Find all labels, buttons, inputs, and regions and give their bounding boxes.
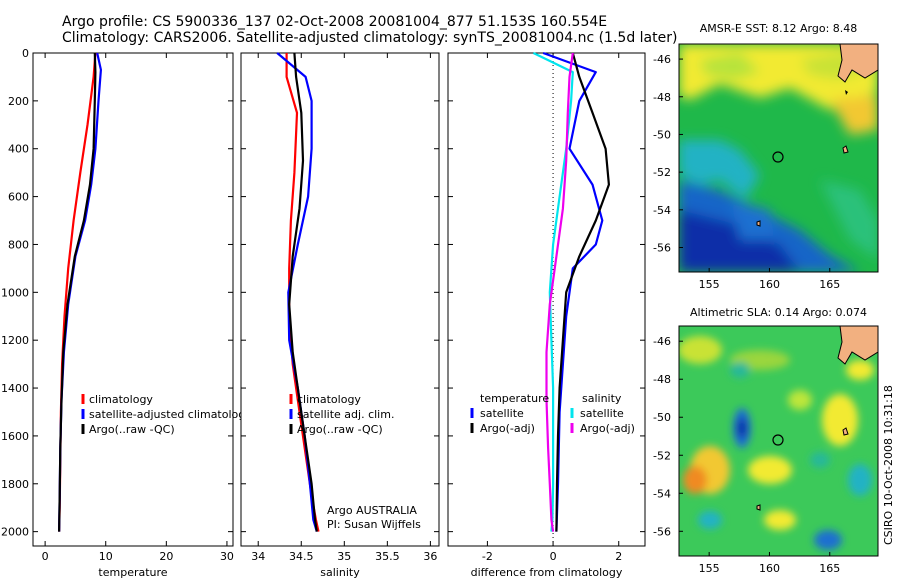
xtick-label: 35 [337, 550, 351, 563]
annotation-text: PI: Susan Wijffels [327, 518, 421, 531]
panel-difference: -2 0 2 difference from climatology temperatu… [447, 51, 646, 579]
map-frame [678, 325, 879, 557]
ytick-label: 400 [8, 143, 29, 156]
xtick-label: 0 [550, 550, 557, 563]
legend-entry: Argo(..raw -QC) [297, 423, 383, 436]
series-cyan [532, 52, 574, 532]
series-black [288, 52, 318, 532]
series-magenta [545, 52, 574, 532]
legend-entry: satellite [580, 407, 624, 420]
xaxis-label-temperature: temperature [98, 566, 167, 579]
ytick-label: 800 [8, 238, 29, 251]
series-blue [276, 52, 318, 532]
map-frame [678, 43, 879, 273]
sla-argo-marker [772, 434, 784, 446]
legend-entry: satellite adj. clim. [297, 408, 394, 421]
legend-entry: climatology [89, 393, 153, 406]
map-title: Altimetric SLA: 0.14 Argo: 0.074 [690, 306, 867, 319]
sst-argo-marker [772, 151, 784, 163]
xtick-label: 20 [159, 550, 173, 563]
map-ytick-label: -46 [653, 335, 671, 348]
xaxis-label-salinity: salinity [320, 566, 360, 579]
map-ytick-label: -50 [653, 411, 671, 424]
ytick-label: 200 [8, 95, 29, 108]
plot-frame-temperature [32, 52, 234, 547]
map-xtick-label: 160 [759, 562, 780, 575]
map-title: AMSR-E SST: 8.12 Argo: 8.48 [700, 22, 858, 35]
xtick-label: -2 [482, 550, 493, 563]
plot-frame-difference [447, 52, 646, 547]
ytick-label: 2000 [1, 526, 29, 539]
xtick-label: 34 [251, 550, 265, 563]
xtick-label: 30 [220, 550, 234, 563]
legend-header: salinity [582, 392, 622, 405]
xtick-label: 0 [42, 550, 49, 563]
map-ytick-label: -56 [653, 525, 671, 538]
header-line-2: Climatology: CARS2006. Satellite-adjuste… [62, 30, 678, 46]
panel-salinity: 34 34.5 35 35.5 36 salinity climatology satelli… [240, 52, 440, 579]
xtick-label: 35.5 [375, 550, 400, 563]
ytick-label: 0 [22, 47, 29, 60]
ytick-label: 1400 [1, 382, 29, 395]
map-ytick-label: -48 [653, 91, 671, 104]
ytick-label: 1800 [1, 478, 29, 491]
map-ytick-label: -52 [653, 449, 671, 462]
map-xtick-label: 155 [699, 562, 720, 575]
map-xtick-label: 160 [759, 278, 780, 291]
xtick-label: 10 [99, 550, 113, 563]
map-ytick-label: -52 [653, 166, 671, 179]
legend-entry: climatology [297, 393, 361, 406]
legend-entry: Argo(-adj) [480, 422, 535, 435]
xaxis-label-difference: difference from climatology [471, 566, 623, 579]
sst-map: AMSR-E SST: 8.12 Argo: 8.48 155 160 165 -46 -… [653, 22, 879, 291]
sla-map: Altimetric SLA: 0.14 Argo: 0.074 155 160 16… [653, 306, 879, 575]
map-ytick-label: -56 [653, 242, 671, 255]
header-line-1: Argo profile: CS 5900336_137 02-Oct-2008… [62, 14, 608, 30]
map-xtick-label: 165 [819, 278, 840, 291]
series-black [555, 52, 611, 532]
map-ytick-label: -50 [653, 128, 671, 141]
series-black [58, 52, 97, 532]
xtick-label: 2 [615, 550, 622, 563]
legend-entry: satellite-adjusted climatology [89, 408, 252, 421]
panel-temperature: 0 10 20 30 0 200 400 600 800 1000 1200 1400 1600 1800… [1, 47, 252, 579]
legend-header: temperature [480, 392, 549, 405]
ytick-label: 1600 [1, 430, 29, 443]
map-xtick-label: 165 [819, 562, 840, 575]
map-ytick-label: -46 [653, 53, 671, 66]
plot-frame-salinity [240, 52, 440, 547]
ytick-label: 600 [8, 191, 29, 204]
legend-entry: satellite [480, 407, 524, 420]
annotation-text: Argo AUSTRALIA [327, 504, 417, 517]
map-ytick-label: -54 [653, 487, 671, 500]
xtick-label: 34.5 [289, 550, 314, 563]
legend-entry: Argo(..raw -QC) [89, 423, 175, 436]
ytick-label: 1000 [1, 286, 29, 299]
map-ytick-label: -48 [653, 373, 671, 386]
xtick-label: 36 [423, 550, 437, 563]
legend-entry: Argo(-adj) [580, 422, 635, 435]
map-ytick-label: -54 [653, 204, 671, 217]
map-xtick-label: 155 [699, 278, 720, 291]
ytick-label: 1200 [1, 334, 29, 347]
